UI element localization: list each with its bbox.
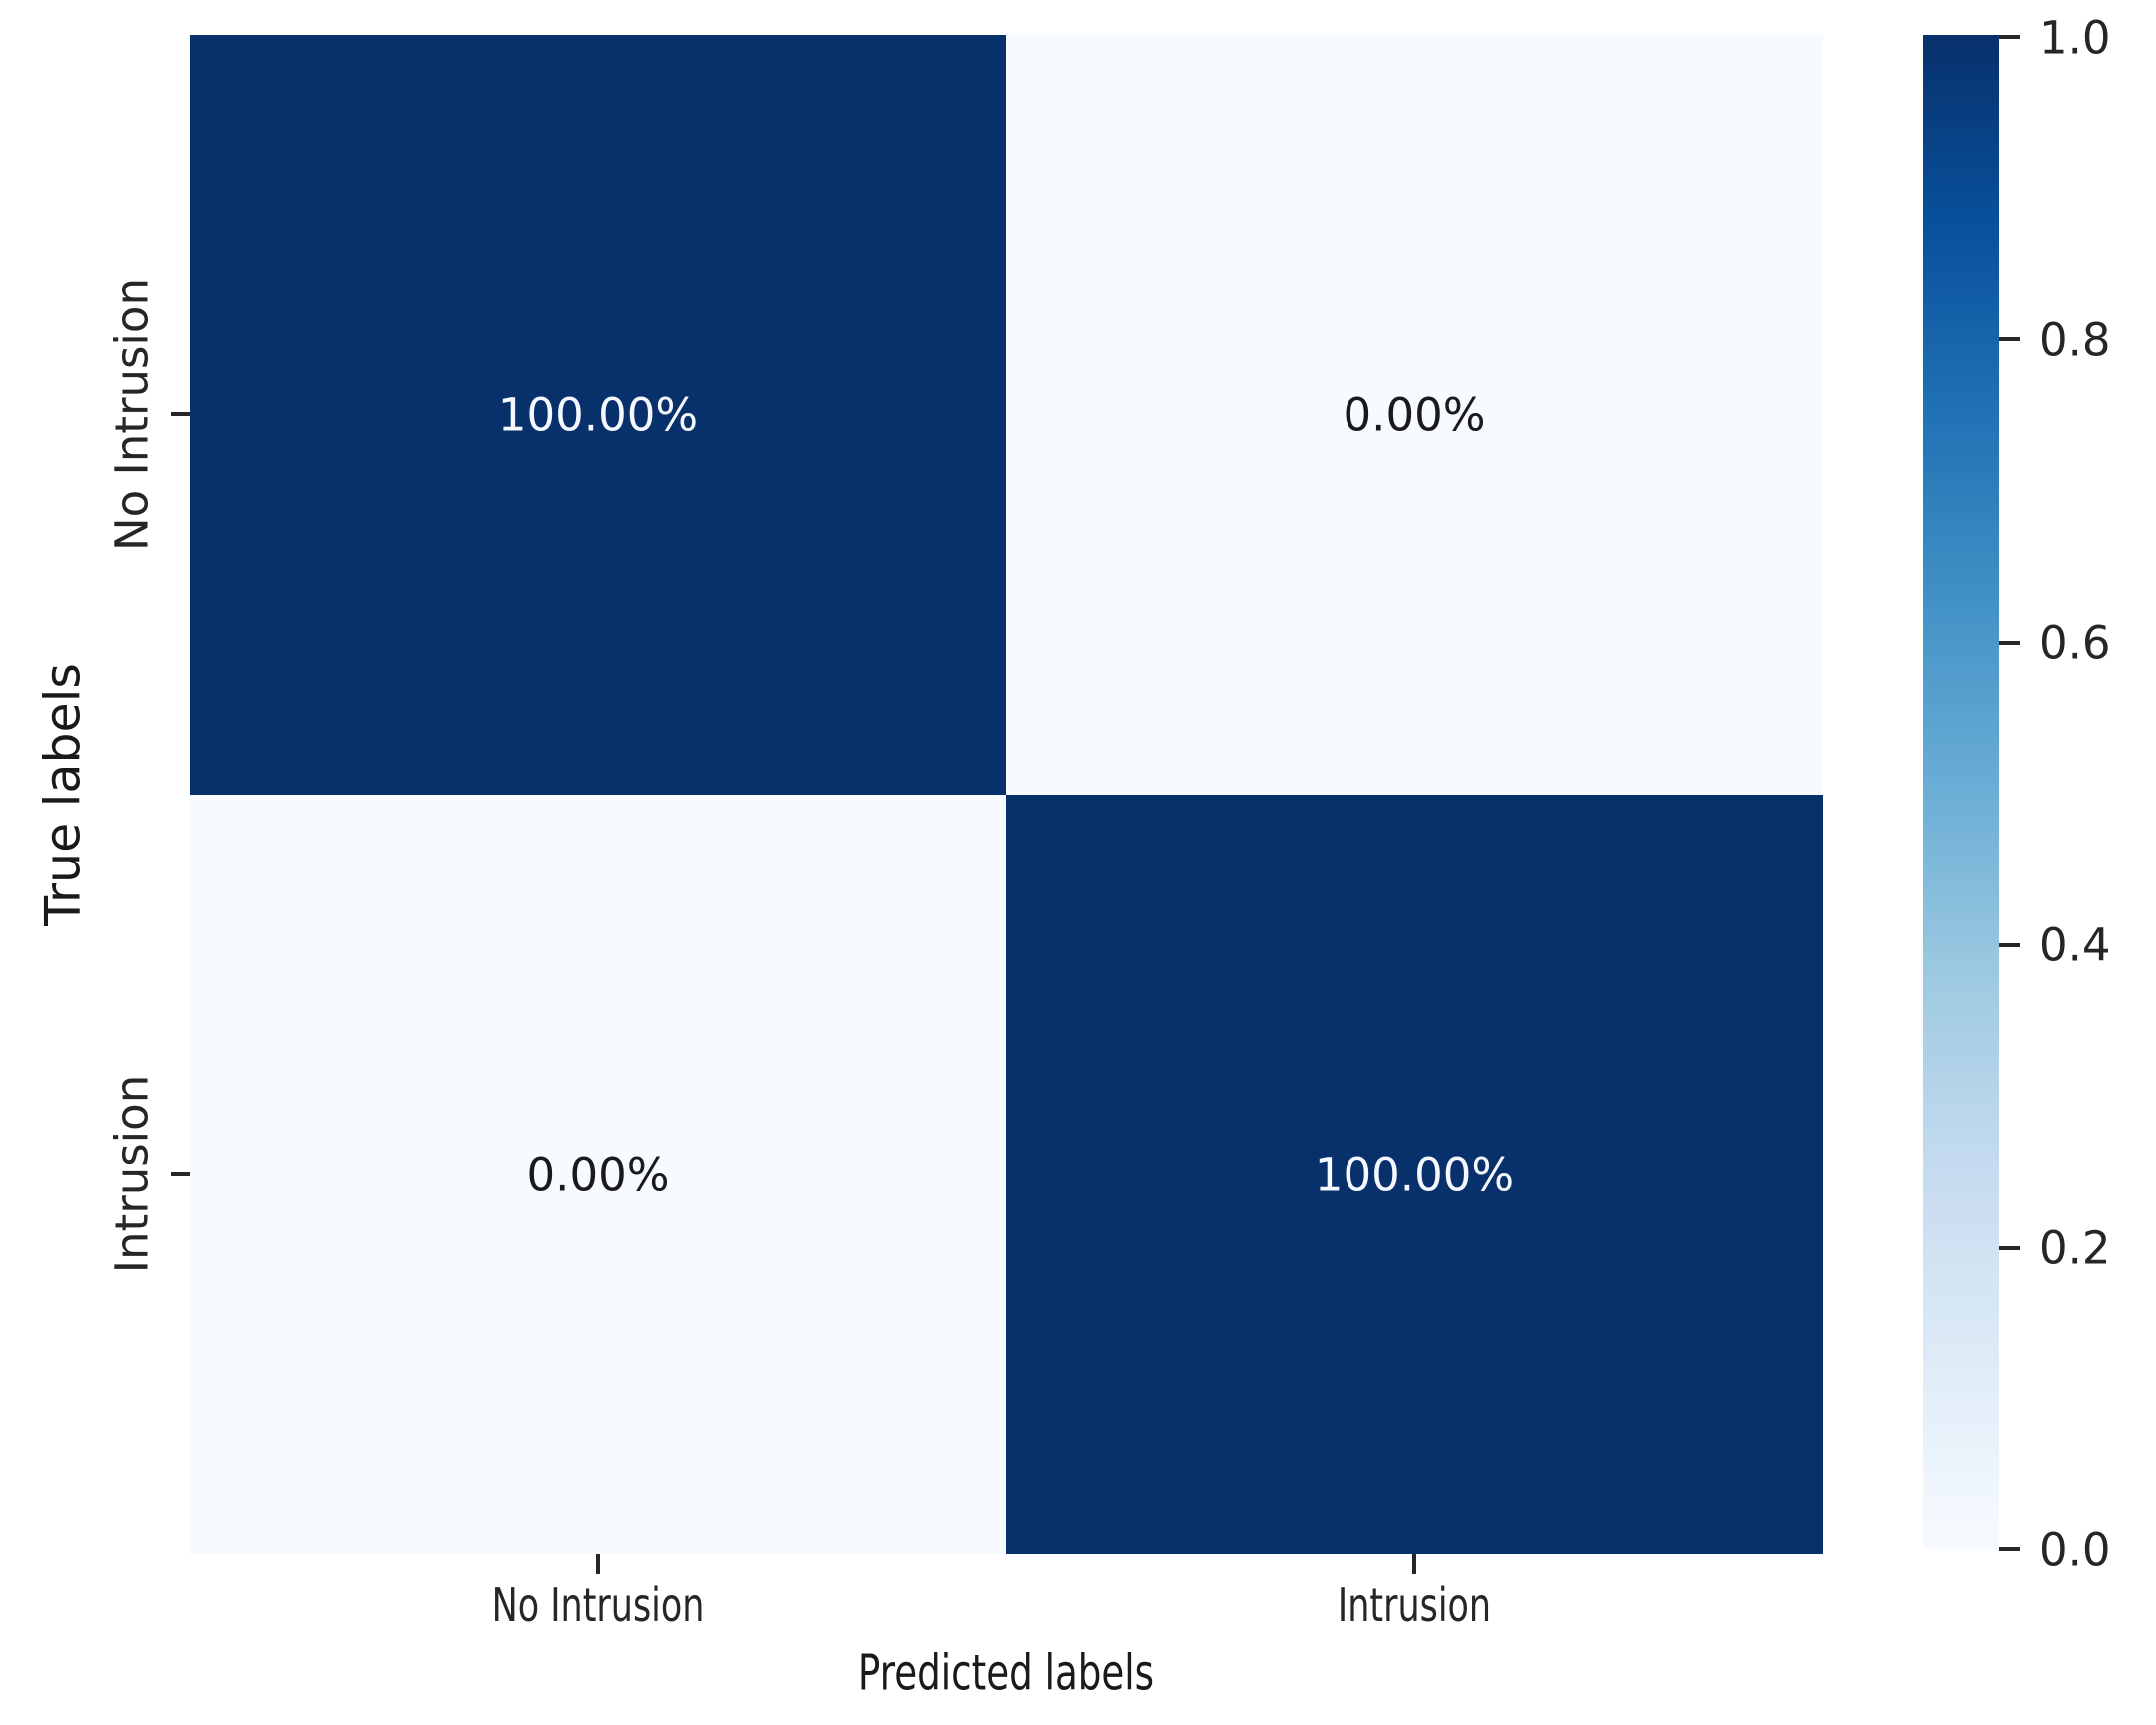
heatmap-cell-true-intrusion-pred-nointrusion: 0.00% (190, 795, 1006, 1554)
x-axis-title: Predicted labels (857, 1644, 1155, 1702)
heatmap-cell-true-intrusion-pred-intrusion: 100.00% (1006, 795, 1823, 1554)
colorbar-tick-mark-0.8 (1999, 337, 2020, 341)
y-tick-label-no-intrusion: No Intrusion (105, 278, 159, 551)
colorbar-tick-mark-1.0 (1999, 35, 2020, 39)
colorbar-tick-mark-0.2 (1999, 1246, 2020, 1250)
cell-value-label: 100.00% (1314, 1148, 1515, 1201)
colorbar-tick-label-1.0: 1.0 (2039, 11, 2111, 65)
colorbar-tick-mark-0.4 (1999, 943, 2020, 947)
colorbar-tick-label-0.4: 0.4 (2039, 918, 2111, 972)
heatmap-cell-true-nointrusion-pred-nointrusion: 100.00% (190, 35, 1006, 795)
colorbar-tick-mark-0.0 (1999, 1547, 2020, 1551)
x-tick-label-no-intrusion: No Intrusion (491, 1578, 705, 1632)
y-tick-label-intrusion: Intrusion (105, 1074, 159, 1274)
cell-value-label: 0.00% (1343, 388, 1486, 441)
heatmap-cell-true-nointrusion-pred-intrusion: 0.00% (1006, 35, 1823, 795)
colorbar-tick-label-0.0: 0.0 (2039, 1523, 2111, 1577)
cell-value-label: 100.00% (497, 388, 699, 441)
x-tick-label-intrusion: Intrusion (1337, 1578, 1492, 1632)
colorbar-tick-label-0.2: 0.2 (2039, 1221, 2111, 1275)
cell-value-label: 0.00% (526, 1148, 670, 1201)
colorbar-tick-label-0.8: 0.8 (2039, 313, 2111, 367)
colorbar-tick-mark-0.6 (1999, 641, 2020, 645)
y-tick-mark-intrusion (171, 1172, 190, 1176)
y-tick-mark-no-intrusion (171, 412, 190, 416)
x-tick-mark-no-intrusion (596, 1554, 600, 1574)
y-axis-title: True labels (34, 663, 92, 926)
colorbar-tick-label-0.6: 0.6 (2039, 616, 2111, 670)
colorbar-gradient (1923, 35, 1999, 1549)
x-tick-mark-intrusion (1412, 1554, 1416, 1574)
